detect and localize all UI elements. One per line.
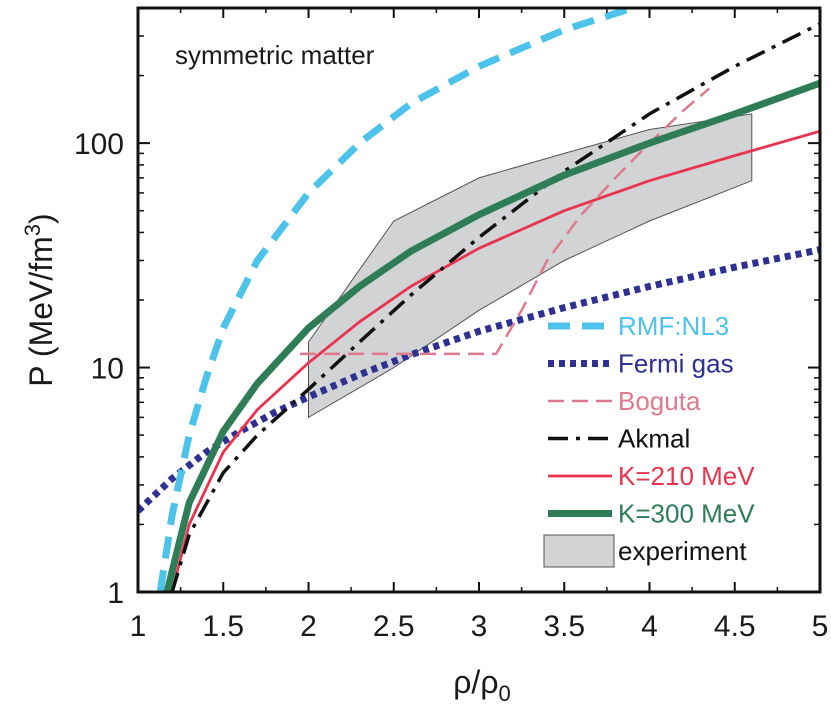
x-tick-label: 2 bbox=[300, 610, 317, 643]
legend-label-rmf-nl3: RMF:NL3 bbox=[618, 311, 729, 341]
series-k-210-mev bbox=[170, 129, 820, 592]
legend-label-k-300-mev: K=300 MeV bbox=[618, 499, 755, 529]
x-axis-label: ρ/ρ0 bbox=[453, 664, 511, 706]
band-layer bbox=[308, 113, 753, 419]
y-axis-label-close: ) bbox=[23, 213, 59, 224]
legend-label-experiment: experiment bbox=[618, 536, 747, 566]
tick-layer: 1 1.5 2 2.5 3 3.5 4 4.5 5 1 10 100 bbox=[74, 7, 829, 643]
y-tick-label: 10 bbox=[91, 353, 124, 386]
annotation-symmetric-matter: symmetric matter bbox=[175, 40, 375, 70]
y-tick-label: 1 bbox=[107, 577, 124, 610]
legend: RMF:NL3 Fermi gas Boguta Akmal K=210 MeV K=30… bbox=[543, 311, 755, 568]
x-tick-label: 4 bbox=[641, 610, 658, 643]
y-axis-label-sup: 3 bbox=[20, 224, 45, 236]
series-rmf-nl3 bbox=[156, 8, 634, 592]
x-axis-label-main: ρ/ρ bbox=[453, 664, 498, 700]
series-fermi-gas bbox=[138, 246, 820, 514]
x-tick-label: 1 bbox=[130, 610, 147, 643]
x-tick-label: 4.5 bbox=[714, 610, 756, 643]
legend-label-akmal: Akmal bbox=[618, 424, 690, 454]
x-tick-label: 3.5 bbox=[543, 610, 585, 643]
series-k-300-mev bbox=[163, 79, 820, 592]
experiment-band bbox=[308, 113, 753, 419]
y-axis-label: P (MeV/fm3) bbox=[20, 213, 59, 386]
y-axis-label-main: P (MeV/fm bbox=[23, 236, 59, 387]
legend-label-boguta: Boguta bbox=[618, 386, 701, 416]
x-tick-label: 5 bbox=[812, 610, 829, 643]
legend-label-k-210-mev: K=210 MeV bbox=[618, 461, 755, 491]
x-tick-label: 3 bbox=[471, 610, 488, 643]
x-tick-label: 1.5 bbox=[202, 610, 244, 643]
legend-swatch-experiment bbox=[543, 534, 615, 568]
legend-label-fermi-gas: Fermi gas bbox=[618, 349, 734, 379]
series-layer bbox=[138, 8, 820, 592]
series-boguta bbox=[300, 87, 711, 356]
x-axis-label-sub: 0 bbox=[499, 681, 511, 706]
y-tick-label: 100 bbox=[74, 128, 124, 161]
x-tick-label: 2.5 bbox=[373, 610, 415, 643]
